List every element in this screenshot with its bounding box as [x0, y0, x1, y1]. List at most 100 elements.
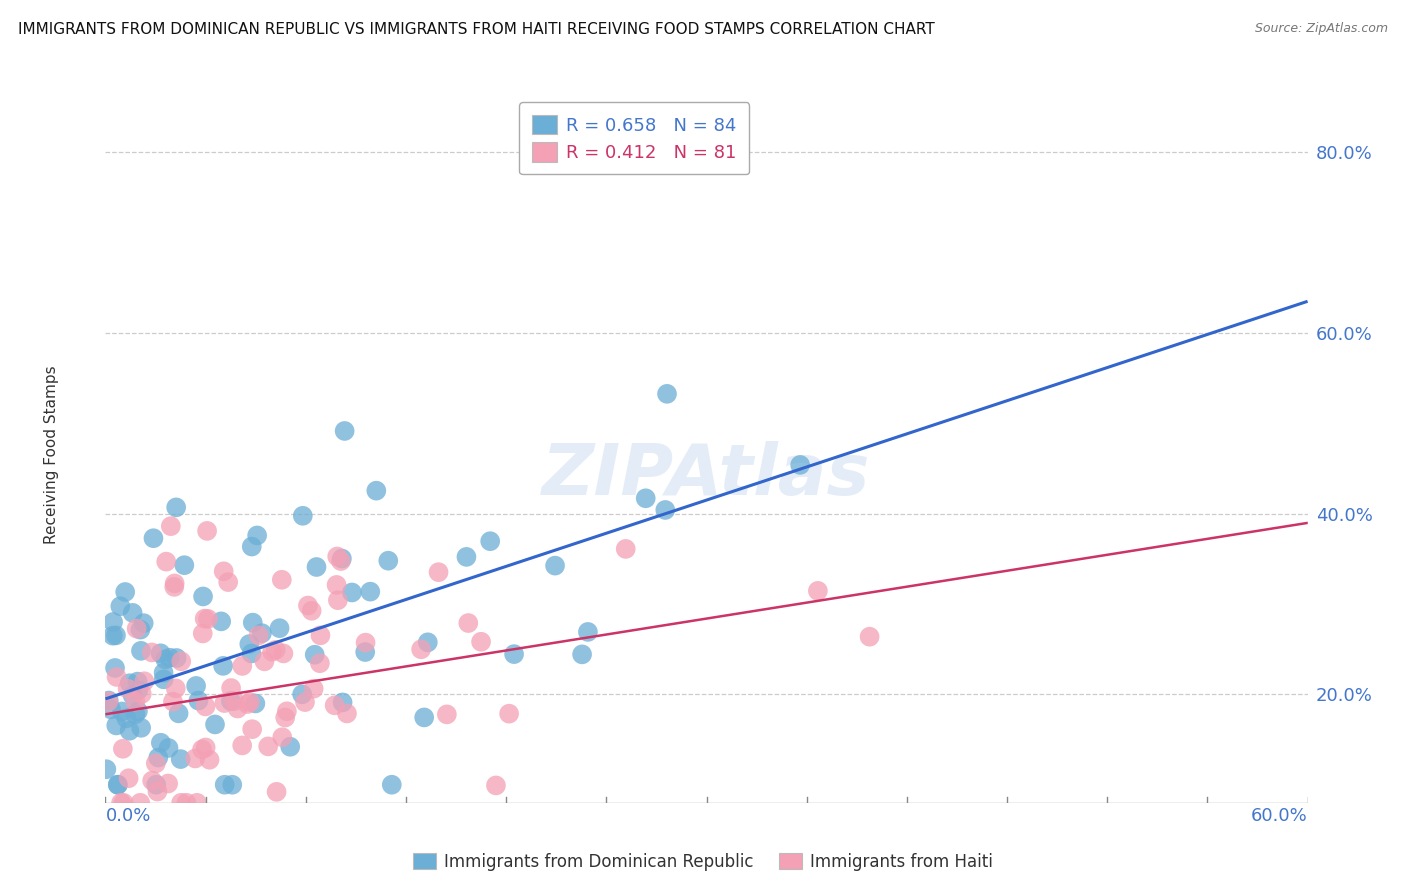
Point [381, 778, 404, 792]
Point [127, 674, 149, 689]
Point [323, 698, 346, 713]
Point [117, 771, 139, 785]
Point [377, 554, 399, 568]
Point [302, 681, 325, 696]
Point [266, 785, 288, 799]
Legend: R = 0.658   N = 84, R = 0.412   N = 81: R = 0.658 N = 84, R = 0.412 N = 81 [519, 103, 749, 175]
Point [498, 706, 520, 721]
Point [152, 665, 174, 680]
Point [219, 681, 242, 695]
Point [195, 524, 218, 538]
Point [105, 670, 128, 684]
Point [485, 779, 508, 793]
Point [789, 458, 811, 472]
Point [214, 778, 236, 792]
Point [571, 648, 593, 662]
Point [112, 796, 135, 810]
Point [184, 751, 207, 765]
Point [204, 717, 226, 731]
Point [359, 584, 381, 599]
Point [294, 695, 316, 709]
Point [97, 694, 120, 708]
Point [142, 531, 165, 545]
Point [101, 629, 124, 643]
Point [304, 648, 326, 662]
Point [105, 718, 128, 732]
Point [191, 742, 214, 756]
Point [129, 796, 152, 810]
Point [165, 500, 187, 515]
Point [191, 590, 214, 604]
Point [198, 753, 221, 767]
Point [544, 558, 567, 573]
Point [101, 615, 124, 629]
Point [253, 654, 276, 668]
Point [160, 519, 183, 533]
Point [239, 695, 262, 709]
Point [224, 694, 246, 708]
Point [240, 540, 263, 554]
Point [479, 534, 502, 549]
Point [301, 604, 323, 618]
Point [247, 628, 270, 642]
Point [104, 661, 127, 675]
Legend: Immigrants from Dominican Republic, Immigrants from Haiti: Immigrants from Dominican Republic, Immi… [405, 845, 1001, 880]
Point [124, 707, 146, 722]
Point [110, 796, 132, 810]
Point [260, 645, 283, 659]
Point [246, 528, 269, 542]
Point [129, 623, 152, 637]
Point [427, 565, 450, 579]
Point [114, 585, 136, 599]
Point [250, 626, 273, 640]
Point [231, 659, 253, 673]
Point [807, 583, 830, 598]
Point [127, 704, 149, 718]
Point [305, 560, 328, 574]
Point [194, 699, 217, 714]
Point [125, 622, 148, 636]
Point [146, 784, 169, 798]
Point [340, 585, 363, 599]
Text: ZIPAtlas: ZIPAtlas [543, 442, 870, 510]
Point [173, 558, 195, 573]
Point [217, 575, 239, 590]
Point [212, 658, 235, 673]
Point [457, 615, 479, 630]
Point [149, 736, 172, 750]
Point [155, 652, 177, 666]
Point [212, 564, 235, 578]
Point [354, 645, 377, 659]
Point [309, 656, 332, 670]
Point [132, 616, 155, 631]
Point [209, 615, 232, 629]
Point [110, 599, 132, 614]
Point [326, 549, 349, 564]
Point [271, 730, 294, 744]
Point [149, 646, 172, 660]
Point [169, 752, 191, 766]
Point [194, 612, 217, 626]
Point [329, 554, 352, 568]
Point [219, 694, 242, 708]
Point [145, 756, 167, 771]
Point [503, 647, 526, 661]
Point [163, 580, 186, 594]
Point [97, 693, 120, 707]
Point [654, 503, 676, 517]
Point [236, 697, 259, 711]
Point [226, 701, 249, 715]
Text: Receiving Food Stamps: Receiving Food Stamps [44, 366, 59, 544]
Point [330, 551, 353, 566]
Point [366, 483, 388, 498]
Point [176, 796, 198, 810]
Point [354, 635, 377, 649]
Point [118, 676, 141, 690]
Point [129, 721, 152, 735]
Point [165, 681, 187, 696]
Point [326, 593, 349, 607]
Point [170, 654, 193, 668]
Point [245, 697, 267, 711]
Point [221, 778, 243, 792]
Point [111, 741, 134, 756]
